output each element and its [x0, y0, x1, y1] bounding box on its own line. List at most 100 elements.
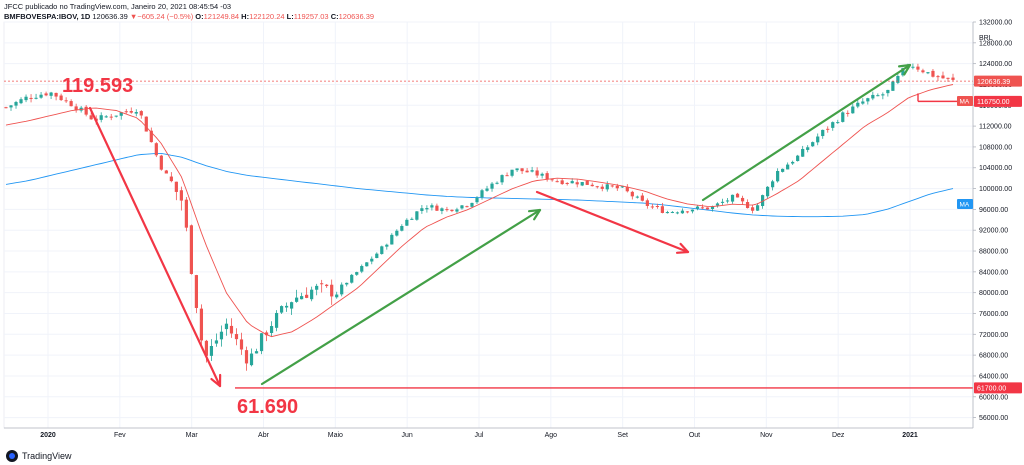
candle-body [730, 194, 735, 202]
candle-body [625, 186, 629, 192]
price-tick-label: 80000.00 [979, 290, 1008, 297]
candle-body [740, 197, 745, 202]
correction-arrow-head [675, 242, 690, 254]
candle-body [951, 77, 955, 80]
candle-body [650, 206, 654, 208]
candle-body [690, 209, 695, 212]
last-price: 120636.39 [92, 12, 128, 21]
candle-body [264, 332, 269, 336]
candle-body [710, 206, 715, 210]
candle-body [435, 205, 439, 211]
currency-label: BRL [979, 35, 993, 42]
candle-body [169, 176, 173, 182]
candle-body [410, 218, 414, 220]
price-tick-label: 72000.00 [979, 332, 1008, 339]
candle-body [735, 193, 740, 198]
candle-body [615, 185, 619, 189]
recovery-arrow-head [527, 208, 542, 221]
candle-body [811, 142, 815, 147]
ma-fast-line [5, 84, 954, 338]
candle-body [445, 209, 449, 211]
plot-frame [3, 21, 974, 429]
candle-body [99, 115, 103, 120]
candle-body [796, 155, 800, 162]
candle-body [600, 186, 604, 189]
candle-body [14, 102, 18, 106]
candle-body [760, 195, 765, 207]
candle-body [595, 186, 599, 188]
brand-label: TradingView [22, 451, 72, 461]
candle-body [901, 68, 905, 76]
crash-arrow [88, 106, 222, 388]
candle-body [475, 197, 479, 203]
candle-body [164, 170, 168, 174]
candle-body [149, 130, 153, 143]
candle-body [9, 105, 13, 108]
candle-body [400, 226, 404, 231]
candle-body [19, 99, 23, 104]
candle-body [555, 181, 559, 183]
time-tick-label: Maio [328, 432, 343, 439]
candle-body [74, 106, 78, 111]
candle-body [455, 209, 459, 212]
candle-body [284, 305, 289, 308]
time-tick-label: 2021 [902, 432, 918, 439]
candle-body [310, 289, 314, 300]
candle-body [375, 253, 379, 259]
candle-body [49, 92, 53, 96]
price-change: ▼−605.24 (−0.5%) [129, 12, 194, 21]
symbol-name[interactable]: BMFBOVESPA:IBOV, 1D [4, 12, 91, 21]
candle-body [325, 284, 329, 287]
candle-body [159, 155, 163, 170]
candle-body [124, 111, 128, 113]
candle-body [520, 168, 524, 172]
candle-body [370, 258, 374, 262]
crash-arrow-head [210, 373, 222, 388]
candle-body [886, 89, 890, 94]
candle-body [846, 112, 850, 114]
candle-body [340, 284, 344, 295]
candle-body [806, 147, 810, 150]
candle-body [851, 106, 855, 114]
candle-body [279, 306, 284, 313]
support-price-tag-bg [974, 382, 1022, 394]
candle-body [295, 297, 299, 302]
chart-header: JFCC publicado no TradingView.com, Janei… [4, 2, 374, 22]
candle-body [841, 112, 845, 122]
candle-body [755, 205, 760, 211]
time-tick-label: Out [689, 432, 700, 439]
candle-body [174, 181, 178, 192]
price-tick-label: 68000.00 [979, 353, 1008, 360]
candle-body [480, 190, 484, 198]
candle-body [670, 211, 675, 213]
candle-body [430, 205, 434, 208]
candle-body [470, 202, 474, 207]
price-tick-label: 60000.00 [979, 394, 1008, 401]
candle-body [565, 182, 569, 184]
recovery-arrow [260, 208, 542, 386]
candle-body [54, 92, 58, 97]
candle-body [129, 111, 133, 113]
candle-body [460, 205, 464, 209]
candle-body [219, 331, 224, 340]
time-tick-label: Ago [545, 432, 558, 439]
tradingview-logo-icon [6, 450, 18, 462]
candle-body [104, 116, 108, 118]
candle-body [861, 101, 865, 104]
candle-body [204, 340, 209, 356]
candle-body [515, 168, 519, 171]
candle-body [300, 296, 304, 300]
candle-body [89, 115, 93, 120]
candle-body [791, 161, 795, 164]
high-value: 122120.24 [249, 12, 285, 21]
support-price-tag: 61700.00 [977, 386, 1006, 393]
candle-body [290, 302, 294, 309]
candle-body [505, 175, 509, 177]
candle-body [119, 112, 123, 116]
candle-body [836, 122, 840, 124]
time-tick-label: Mar [186, 432, 199, 439]
price-tick-label: 124000.00 [979, 61, 1012, 68]
price-tick-label: 56000.00 [979, 415, 1008, 422]
candle-body [911, 66, 915, 68]
